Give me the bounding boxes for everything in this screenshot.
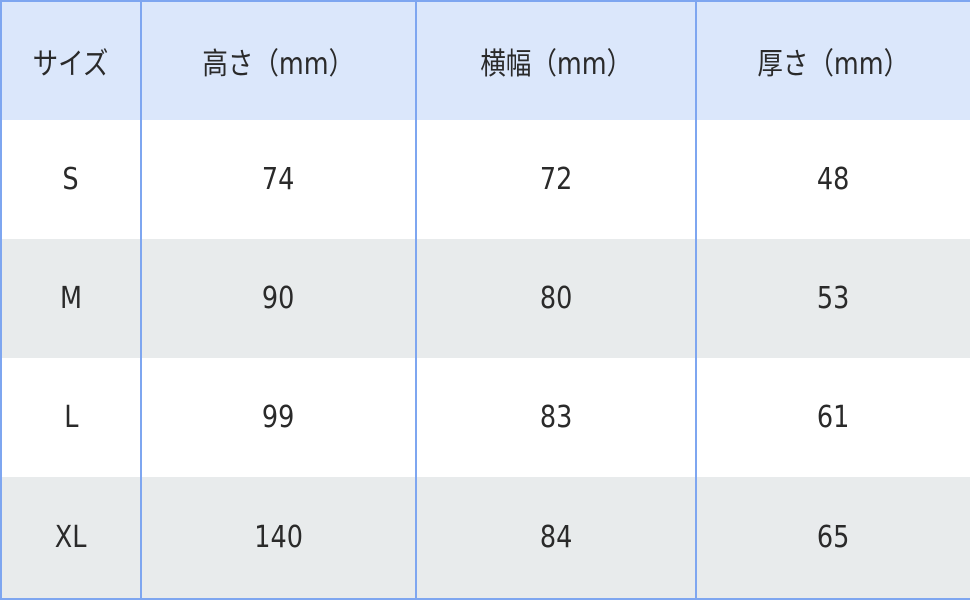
- header-height: 高さ（mm）: [140, 1, 417, 120]
- cell-height: 74: [140, 120, 417, 239]
- cell-size: L: [0, 357, 142, 477]
- header-size: サイズ: [0, 1, 142, 120]
- table-row: XL 140 84 65: [0, 476, 970, 599]
- cell-thickness: 61: [695, 357, 970, 477]
- table-row: L 99 83 61: [0, 357, 970, 477]
- header-row: サイズ 高さ（mm） 横幅（mm） 厚さ（mm）: [0, 1, 970, 120]
- cell-thickness: 53: [695, 238, 970, 358]
- cell-width: 80: [415, 238, 697, 358]
- table-row: S 74 72 48: [0, 120, 970, 239]
- cell-height: 90: [140, 238, 417, 358]
- cell-size: M: [0, 238, 142, 358]
- cell-size: S: [0, 120, 142, 239]
- table-row: M 90 80 53: [0, 238, 970, 358]
- cell-height: 99: [140, 357, 417, 477]
- cell-size: XL: [0, 476, 142, 599]
- cell-height: 140: [140, 476, 417, 599]
- cell-thickness: 65: [695, 476, 970, 599]
- header-thickness: 厚さ（mm）: [695, 1, 970, 120]
- cell-width: 84: [415, 476, 697, 599]
- cell-width: 83: [415, 357, 697, 477]
- cell-thickness: 48: [695, 120, 970, 239]
- cell-width: 72: [415, 120, 697, 239]
- header-width: 横幅（mm）: [415, 1, 697, 120]
